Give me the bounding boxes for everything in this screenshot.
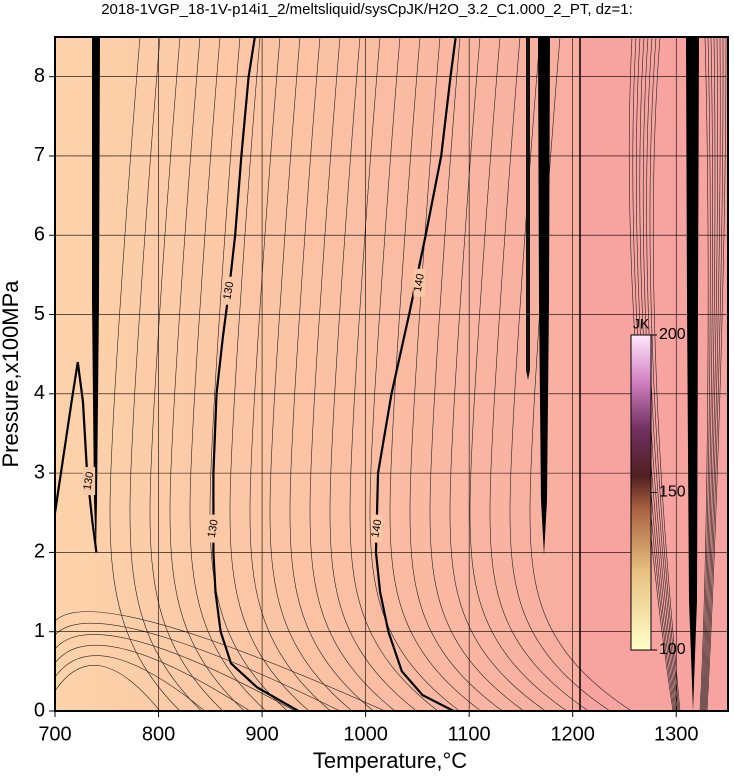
contour-label: 140 <box>369 519 384 539</box>
contour-line <box>646 37 679 711</box>
dense-contour-band <box>92 37 100 555</box>
contour-label: 130 <box>206 519 221 539</box>
colorbar: 100 150 200 JK <box>630 316 686 658</box>
contour-line <box>705 37 724 711</box>
contour-line <box>169 37 245 711</box>
colorbar-tick-label: 100 <box>659 641 686 658</box>
contour-label-bg <box>83 467 96 496</box>
colorbar-scale <box>630 334 652 651</box>
contour-line <box>269 37 353 711</box>
contour-line <box>289 37 374 711</box>
contour <box>55 361 98 553</box>
background-field <box>580 37 728 711</box>
x-tick-label: 1100 <box>448 723 491 745</box>
background-field <box>55 37 580 711</box>
y-tick-label: 8 <box>34 65 45 87</box>
contour-line <box>369 37 460 711</box>
contour-line <box>55 645 251 711</box>
y-tick-label: 7 <box>34 144 45 166</box>
contour-line <box>55 665 161 711</box>
contour-line <box>309 37 396 711</box>
contour-line <box>429 37 525 711</box>
contour-line <box>529 37 632 711</box>
contour-line <box>55 655 206 711</box>
plot-area: 130 130 140 140 130 <box>55 37 728 711</box>
contour-label: 130 <box>82 471 97 491</box>
colorbar-tick-label: 200 <box>659 326 686 343</box>
dense-contour-band <box>538 37 550 555</box>
contour-line <box>653 37 681 711</box>
contour-line <box>704 37 721 711</box>
contour-line <box>189 37 267 711</box>
contour-line <box>489 37 589 711</box>
contour-line <box>149 37 224 711</box>
contour-line <box>699 37 709 711</box>
contour-line <box>129 37 202 711</box>
dense-contour-band <box>526 37 530 380</box>
colorbar-label: JK <box>633 316 650 332</box>
colorbar-tick-label: 150 <box>659 484 686 501</box>
contour-line <box>209 37 288 711</box>
contour-line <box>55 611 386 711</box>
grid <box>55 37 728 711</box>
y-tick-label: 4 <box>34 382 45 404</box>
contour-label: 130 <box>221 281 236 301</box>
contour-line <box>702 37 716 711</box>
contour <box>212 37 299 711</box>
x-tick-label: 700 <box>38 723 71 745</box>
contour-line <box>706 37 727 711</box>
contour <box>374 37 457 711</box>
contour-label-bg <box>413 268 426 297</box>
contour-label-bg <box>207 514 220 543</box>
y-tick-label: 5 <box>34 303 45 325</box>
y-tick-label: 1 <box>34 620 45 642</box>
contour-line <box>109 37 181 711</box>
contour-line <box>409 37 503 711</box>
contour-label-bg <box>222 276 235 305</box>
contour-label-bg <box>371 514 384 543</box>
contour-line <box>229 37 310 711</box>
contour-line <box>349 37 439 711</box>
contour-line <box>449 37 546 711</box>
contour-line <box>701 37 713 711</box>
major-contours: 130 130 140 140 130 <box>55 37 457 711</box>
y-tick-label: 0 <box>34 699 45 721</box>
y-tick-label: 2 <box>34 541 45 563</box>
contour-line <box>55 634 296 711</box>
x-tick-label: 900 <box>245 723 278 745</box>
y-tick-label: 3 <box>34 461 45 483</box>
contour-label: 140 <box>412 273 427 293</box>
x-tick-label: 1000 <box>343 723 388 745</box>
x-axis-label: Temperature,°C <box>313 748 467 773</box>
plot-frame <box>54 36 729 712</box>
contour-line <box>469 37 568 711</box>
contour-line <box>703 37 718 711</box>
y-tick-label: 6 <box>34 224 45 246</box>
contour-line <box>389 37 482 711</box>
chart-title: 2018-1VGP_18-1V-p14i1_2/meltsliquid/sysC… <box>101 1 633 18</box>
contour-line <box>700 37 711 711</box>
contour-line <box>329 37 417 711</box>
contour-line <box>509 37 611 711</box>
x-tick-label: 1200 <box>550 723 595 745</box>
contour-line <box>649 37 680 711</box>
dense-contour-band <box>686 37 699 711</box>
contour-line <box>249 37 331 711</box>
x-tick-label: 800 <box>142 723 175 745</box>
x-tick-label: 1300 <box>654 723 699 745</box>
y-axis-label: Pressure,x100MPa <box>0 280 23 468</box>
contour-lines <box>55 37 727 711</box>
